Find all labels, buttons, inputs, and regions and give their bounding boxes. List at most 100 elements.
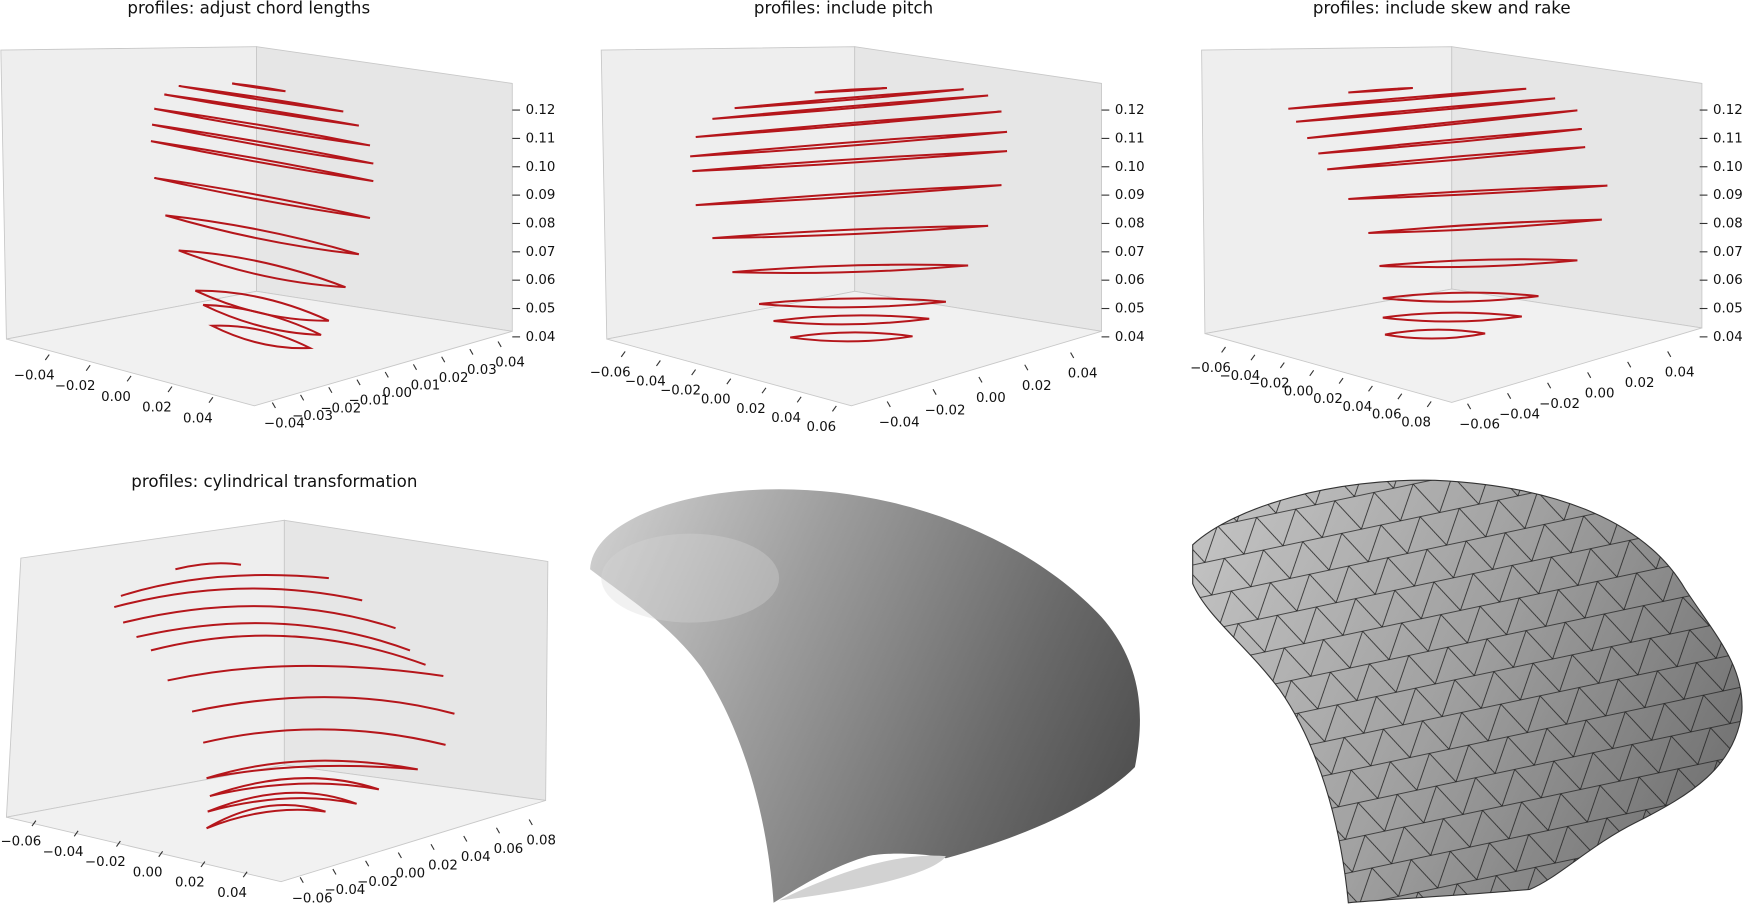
tick-mark [1070,352,1075,359]
y-tick-label: −0.06 [1459,418,1500,433]
profile [151,123,374,165]
z-tick-label: 0.05 [526,302,556,317]
tick-mark [495,827,501,834]
z-tick-label: 0.04 [1713,330,1743,345]
profile [1382,311,1522,323]
z-tick-label: 0.08 [1713,216,1743,231]
x-tick-label: −0.06 [0,835,41,850]
tick-mark [384,371,389,378]
pane [6,290,513,407]
tick-mark [126,375,132,382]
pane [1201,46,1453,335]
tick-mark [1368,385,1373,392]
tick-mark [412,364,418,371]
z-tick-label: 0.12 [1115,103,1145,118]
profile [1307,109,1578,140]
y-tick-label: 0.08 [526,834,556,849]
tick-mark [497,341,502,348]
profile [164,93,360,127]
x-tick-label: 0.02 [736,402,766,417]
x-tick-label: −0.02 [55,379,96,394]
profile [1384,328,1486,340]
profile [195,289,330,322]
tick-mark [441,356,446,363]
pane [854,46,1102,332]
tick-mark [73,830,79,837]
tick-mark [397,852,402,859]
y-tick-label: 0.00 [1585,386,1615,401]
tick-mark [761,387,767,394]
profile [734,88,964,110]
profile [1379,258,1578,269]
profile [692,150,1008,173]
x-tick-label: 0.04 [217,886,247,901]
profile [1368,218,1602,234]
x-tick-label: 0.08 [1401,415,1431,430]
profile [1348,86,1413,94]
profile [790,331,913,343]
pane [256,46,513,332]
z-tick-label: 0.10 [1713,160,1743,175]
profile [773,314,930,326]
z-tick-label: 0.09 [526,188,556,203]
x-tick-label: −0.04 [625,375,666,390]
profile [208,324,314,350]
y-tick-label: 0.04 [1665,365,1695,380]
profile [178,84,344,113]
tick-mark [300,394,305,401]
tick-mark [1309,370,1315,377]
x-tick-label: −0.04 [14,369,55,384]
tick-mark [886,401,891,408]
z-tick-label: 0.08 [1115,216,1145,231]
profile [202,303,322,336]
z-tick-label: 0.04 [526,330,556,345]
profile-curve [191,696,455,715]
profile [154,176,371,219]
profile [1348,184,1608,200]
tick-mark [1250,354,1256,361]
profile-curve [207,791,357,813]
tick-mark [1587,372,1592,379]
x-tick-label: −0.06 [1190,361,1231,376]
z-tick-label: 0.07 [1115,245,1145,260]
z-tick-label: 0.05 [1713,302,1743,317]
y-tick-label: −0.04 [1499,407,1540,422]
tick-mark [208,396,214,404]
y-tick-label: −0.02 [1539,397,1580,412]
y-tick-label: 0.04 [1068,367,1098,382]
z-tick-label: 0.04 [1115,330,1145,345]
pane [283,519,549,802]
tick-mark [85,364,91,371]
z-tick-label: 0.07 [1713,245,1743,260]
x-tick-label: 0.04 [771,411,801,426]
y-tick-label: 0.00 [395,867,425,882]
z-tick-label: 0.06 [1713,273,1743,288]
z-tick-label: 0.09 [1115,188,1145,203]
z-tick-label: 0.06 [1115,273,1145,288]
tick-mark [299,877,304,884]
z-tick-label: 0.07 [526,245,556,260]
profile-curve [136,622,411,652]
profile [695,110,1002,139]
y-tick-label: −0.01 [349,394,390,409]
pane [600,46,856,340]
z-tick-label: 0.05 [1115,302,1145,317]
profile [154,107,371,147]
z-tick-label: 0.12 [1713,103,1743,118]
profile [695,184,1002,207]
tick-mark [978,376,983,383]
x-tick-label: 0.02 [1313,392,1343,407]
x-tick-label: 0.04 [183,411,213,426]
tick-mark [1467,403,1472,410]
x-tick-label: 0.00 [701,393,731,408]
z-tick-label: 0.10 [526,160,556,175]
profile [1327,146,1586,171]
tick-mark [691,369,697,376]
profile-curve [209,777,380,798]
tick-mark [328,386,333,393]
tick-mark [1507,392,1512,399]
tick-mark [620,351,626,358]
x-tick-label: 0.06 [1372,408,1402,423]
panel-title: profiles: cylindrical transformation [131,472,417,491]
z-tick-label: 0.11 [1115,131,1145,146]
